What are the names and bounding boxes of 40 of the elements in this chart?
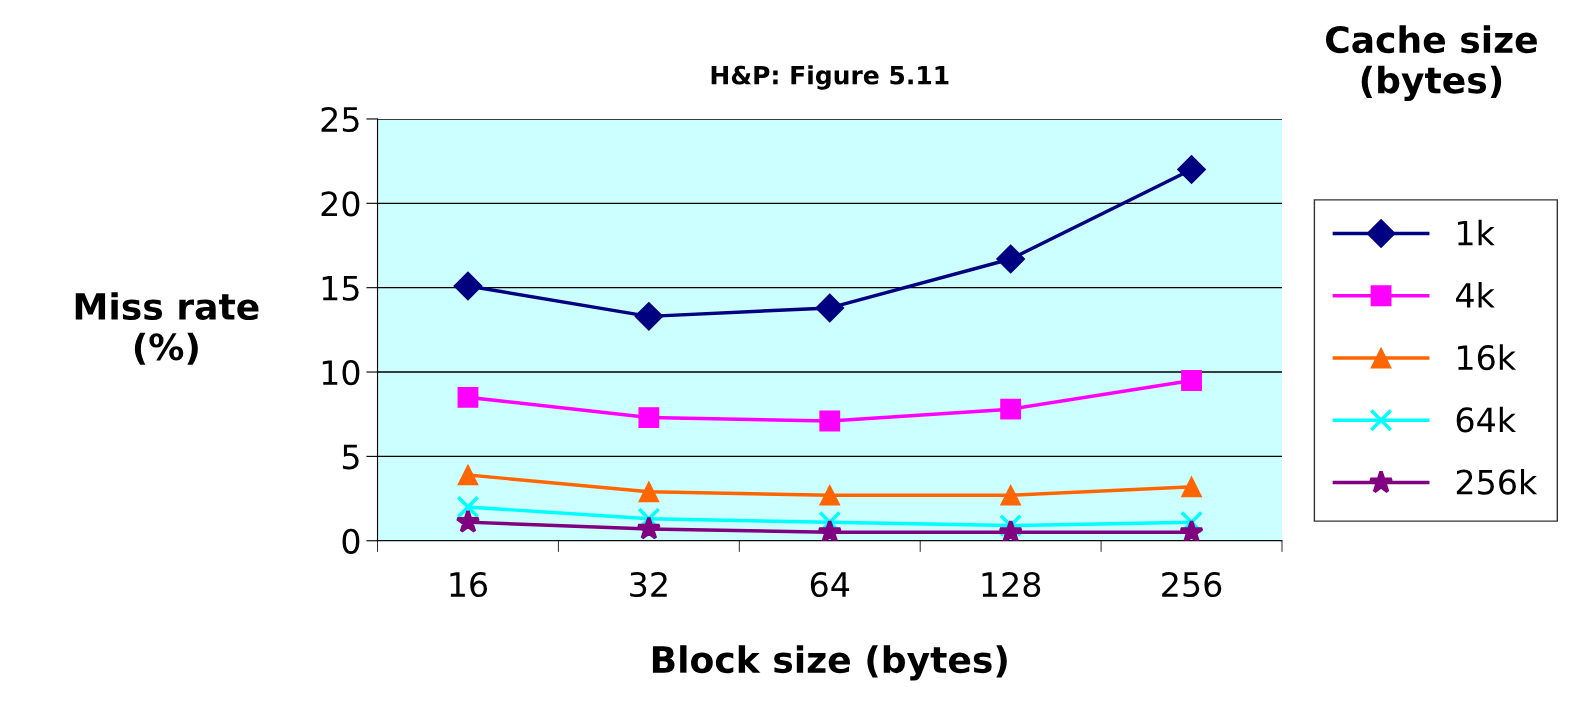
chart-title: H&P: Figure 5.11 — [711, 65, 949, 90]
x-axis-title: Block size (bytes) — [652, 645, 1007, 681]
legend-label: 1k — [1458, 219, 1495, 246]
point — [457, 464, 479, 486]
point — [638, 481, 660, 503]
x-tick-label: 256 — [1162, 571, 1222, 598]
point — [638, 407, 660, 429]
y-tick-label: 10 — [322, 359, 360, 386]
point — [1000, 398, 1022, 420]
y-tick-label: 15 — [322, 276, 359, 301]
x-tick-label: 128 — [982, 571, 1041, 598]
point — [1000, 484, 1022, 506]
point — [457, 386, 479, 408]
y-tick-label: 25 — [321, 106, 359, 133]
legend-label: 16k — [1458, 344, 1517, 371]
point — [1177, 155, 1206, 185]
y-tick-label: 0 — [342, 528, 360, 554]
point — [819, 484, 841, 506]
point — [996, 244, 1026, 274]
point — [815, 293, 845, 323]
point — [634, 301, 664, 331]
point — [455, 509, 481, 533]
x-tick-label: 64 — [810, 571, 850, 598]
point — [453, 271, 483, 301]
point — [819, 410, 841, 432]
x-tick-label: 16 — [450, 571, 488, 598]
point — [999, 514, 1023, 538]
legend-title: Cache size (bytes) — [1326, 25, 1537, 101]
y-tick-label: 20 — [321, 191, 360, 217]
point — [1181, 370, 1202, 391]
point — [1180, 510, 1204, 534]
legend-label: 4k — [1456, 282, 1495, 308]
legend-label: 64k — [1456, 406, 1517, 433]
point — [1181, 476, 1202, 498]
legend-label: 256k — [1456, 468, 1538, 495]
x-tick-label: 32 — [630, 571, 667, 598]
point — [636, 516, 662, 540]
point — [456, 495, 480, 519]
y-tick-label: 5 — [342, 444, 359, 470]
y-axis-title: Miss rate (%) — [75, 292, 259, 365]
